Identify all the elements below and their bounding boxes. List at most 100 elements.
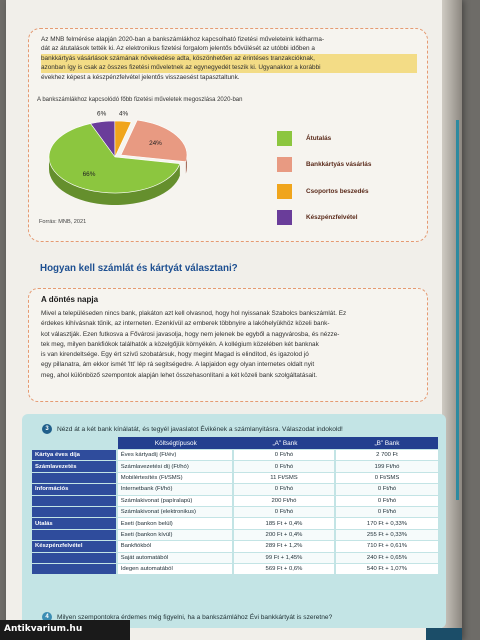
header-bank-b: „B” Bank (335, 437, 438, 449)
row-bank-a-value: 289 Ft + 1,2% (233, 541, 336, 552)
row-category (32, 552, 118, 563)
row-service: Eseti (bankon belül) (117, 518, 234, 529)
row-category: Készpénzfelvétel (32, 541, 118, 552)
row-category (32, 495, 118, 506)
header-blank (32, 437, 118, 449)
intro-line: évekhez képest a készpénzfelvétel jelent… (41, 73, 240, 81)
legend-label: Készpénzfelvétel (306, 214, 358, 222)
row-bank-b-value: 0 Ft/hó (335, 484, 438, 495)
legend-swatch (277, 183, 292, 199)
decision-line: is van kirendeltsége. Egy ért szívű szob… (41, 351, 309, 359)
table-row: Információs Internetbank (Ft/hó) 0 Ft/hó 0 … (32, 484, 438, 495)
row-bank-a-value: 99 Ft + 1,45% (233, 552, 336, 563)
row-service: Számlavezetési díj (Ft/hó) (117, 461, 234, 472)
table-row: Számlakivonat (papíralapú) 200 Ft/hó 0 Ft/… (32, 495, 438, 506)
row-bank-b-value: 240 Ft + 0,65% (335, 552, 438, 563)
row-bank-a-value: 200 Ft + 0,4% (233, 529, 336, 541)
decision-line: meg, ahol különböző szempontok alapján l… (41, 371, 318, 379)
row-service: Számlakivonat (papíralapú) (117, 495, 234, 506)
table-row: Számlavezetés Számlavezetési díj (Ft/hó) 0… (32, 461, 438, 472)
row-bank-a-value: 11 Ft/SMS (233, 472, 336, 484)
row-bank-b-value: 0 Ft/hó (335, 495, 438, 506)
decision-text: Mivel a településeden nincs bank, plakát… (41, 309, 417, 381)
textbook-page: Az MNB felmérése alapján 2020-ban a bank… (6, 0, 462, 640)
task-panel: 3 Nézd át a két bank kínálatát, és tegyé… (22, 414, 446, 628)
table-row: Készpénzfelvétel Bankfiókból 289 Ft + 1,2%… (32, 541, 438, 552)
row-bank-a-value: 200 Ft/hó (233, 495, 336, 506)
pie-slice (120, 119, 188, 162)
legend-label: Bankkártyás vásárlás (306, 161, 372, 169)
header-cost-type: Költségtípusok (117, 437, 234, 449)
row-bank-b-value: 710 Ft + 0,61% (335, 541, 438, 552)
table-body: Kártya éves díja Éves kártyadíj (Ft/év) 0 … (32, 450, 438, 575)
row-service: Saját automatából (117, 552, 234, 563)
decision-line: tek meg, milyen bankfiókok találhatók a … (41, 340, 319, 348)
pie-value-label: 66% (83, 171, 96, 178)
task-instruction: Nézd át a két bank kínálatát, és tegyél … (57, 425, 343, 433)
table-row: Eseti (bankon kívül) 200 Ft + 0,4% 255 Ft … (32, 529, 438, 541)
decision-line: egy pillanatra, ám ekkor ismét 'Itt' lép… (41, 361, 315, 369)
decision-line: érdekes kihívásnak tűnik, az interneten.… (41, 320, 330, 328)
table-header-row: Költségtípusok „A” Bank „B” Bank (32, 437, 438, 449)
row-category: Kártya éves díja (32, 450, 118, 461)
legend-label: Átutalás (306, 134, 332, 142)
legend-swatch (277, 210, 292, 226)
legend-item: Átutalás (277, 125, 417, 152)
task-header: 3 Nézd át a két bank kínálatát, és tegyé… (42, 424, 442, 434)
page-number-tab (426, 628, 462, 640)
pie-value-label: 4% (119, 110, 129, 117)
table-row: Idegen automatából 569 Ft + 0,6% 540 Ft + … (32, 563, 438, 575)
row-bank-b-value: 0 Ft/hó (335, 506, 438, 518)
table-row: Kártya éves díja Éves kártyadíj (Ft/év) 0 … (32, 450, 438, 461)
intro-line: bankkártyás vásárlások számának növekedé… (41, 53, 417, 64)
row-category (32, 506, 118, 518)
row-service: Számlakivonat (elektronikus) (117, 506, 234, 518)
row-bank-b-value: 170 Ft + 0,33% (335, 518, 438, 529)
row-bank-b-value: 199 Ft/hó (335, 461, 438, 472)
legend-item: Csoportos beszedés (277, 178, 417, 205)
section-title: Hogyan kell számlát és kártyát választan… (40, 263, 238, 274)
table-row: Utalás Eseti (bankon belül) 185 Ft + 0,4% 1… (32, 518, 438, 529)
watermark: Antikvarium.hu (0, 620, 130, 640)
table-row: Számlakivonat (elektronikus) 0 Ft/hó 0 Ft/… (32, 506, 438, 518)
row-service: Mobilértesítés (Ft/SMS) (117, 472, 234, 484)
row-category: Számlavezetés (32, 461, 118, 472)
decision-line: kot választják. Ezen futkosva a Fővárosi… (41, 330, 340, 338)
task-number: 4 (42, 612, 52, 622)
row-bank-b-value: 540 Ft + 1,07% (335, 563, 438, 575)
row-bank-a-value: 0 Ft/hó (233, 506, 336, 518)
task-question: Milyen szempontokra érdemes még figyelni… (57, 613, 333, 621)
row-bank-a-value: 185 Ft + 0,4% (233, 518, 336, 529)
row-bank-a-value: 0 Ft/hó (233, 484, 336, 495)
pie-slice (114, 120, 132, 158)
legend-swatch (277, 130, 292, 146)
pie-slice-side (49, 157, 180, 206)
table-row: Mobilértesítés (Ft/SMS) 11 Ft/SMS 0 Ft/SMS (32, 472, 438, 484)
row-category (32, 563, 118, 575)
intro-line: azonban így is csak az összes fizetési m… (41, 63, 417, 73)
row-category: Utalás (32, 518, 118, 529)
legend-label: Csoportos beszedés (306, 187, 369, 195)
margin-rule (456, 120, 459, 500)
legend-item: Készpénzfelvétel (277, 205, 417, 232)
row-service: Idegen automatából (117, 563, 234, 575)
table-row: Saját automatából 99 Ft + 1,45% 240 Ft + 0… (32, 552, 438, 563)
pie-value-label: 6% (97, 111, 107, 118)
row-bank-a-value: 0 Ft/hó (233, 461, 336, 472)
decision-line: Mivel a településeden nincs bank, plakát… (41, 310, 347, 317)
bank-comparison-table: Költségtípusok „A” Bank „B” Bank Kártya … (32, 436, 438, 575)
chart-title: A bankszámlákhoz kapcsolódó főbb fizetés… (37, 97, 243, 103)
row-bank-b-value: 0 Ft/SMS (335, 472, 438, 484)
pie-value-label: 24% (149, 140, 162, 147)
row-category: Információs (32, 484, 118, 495)
row-bank-b-value: 2 700 Ft (335, 450, 438, 461)
intro-line: dát az átutalások tették ki. Az elektron… (41, 45, 315, 53)
row-bank-a-value: 0 Ft/hó (233, 450, 336, 461)
chart-source: Forrás: MNB, 2021 (39, 219, 87, 225)
pie-chart: 6% 4% 24% 66% (48, 110, 188, 206)
legend-item: Bankkártyás vásárlás (277, 152, 417, 179)
row-bank-a-value: 569 Ft + 0,6% (233, 563, 336, 575)
header-bank-a: „A” Bank (233, 437, 336, 449)
row-category (32, 472, 118, 484)
intro-line: Az MNB felmérése alapján 2020-ban a bank… (41, 36, 325, 43)
